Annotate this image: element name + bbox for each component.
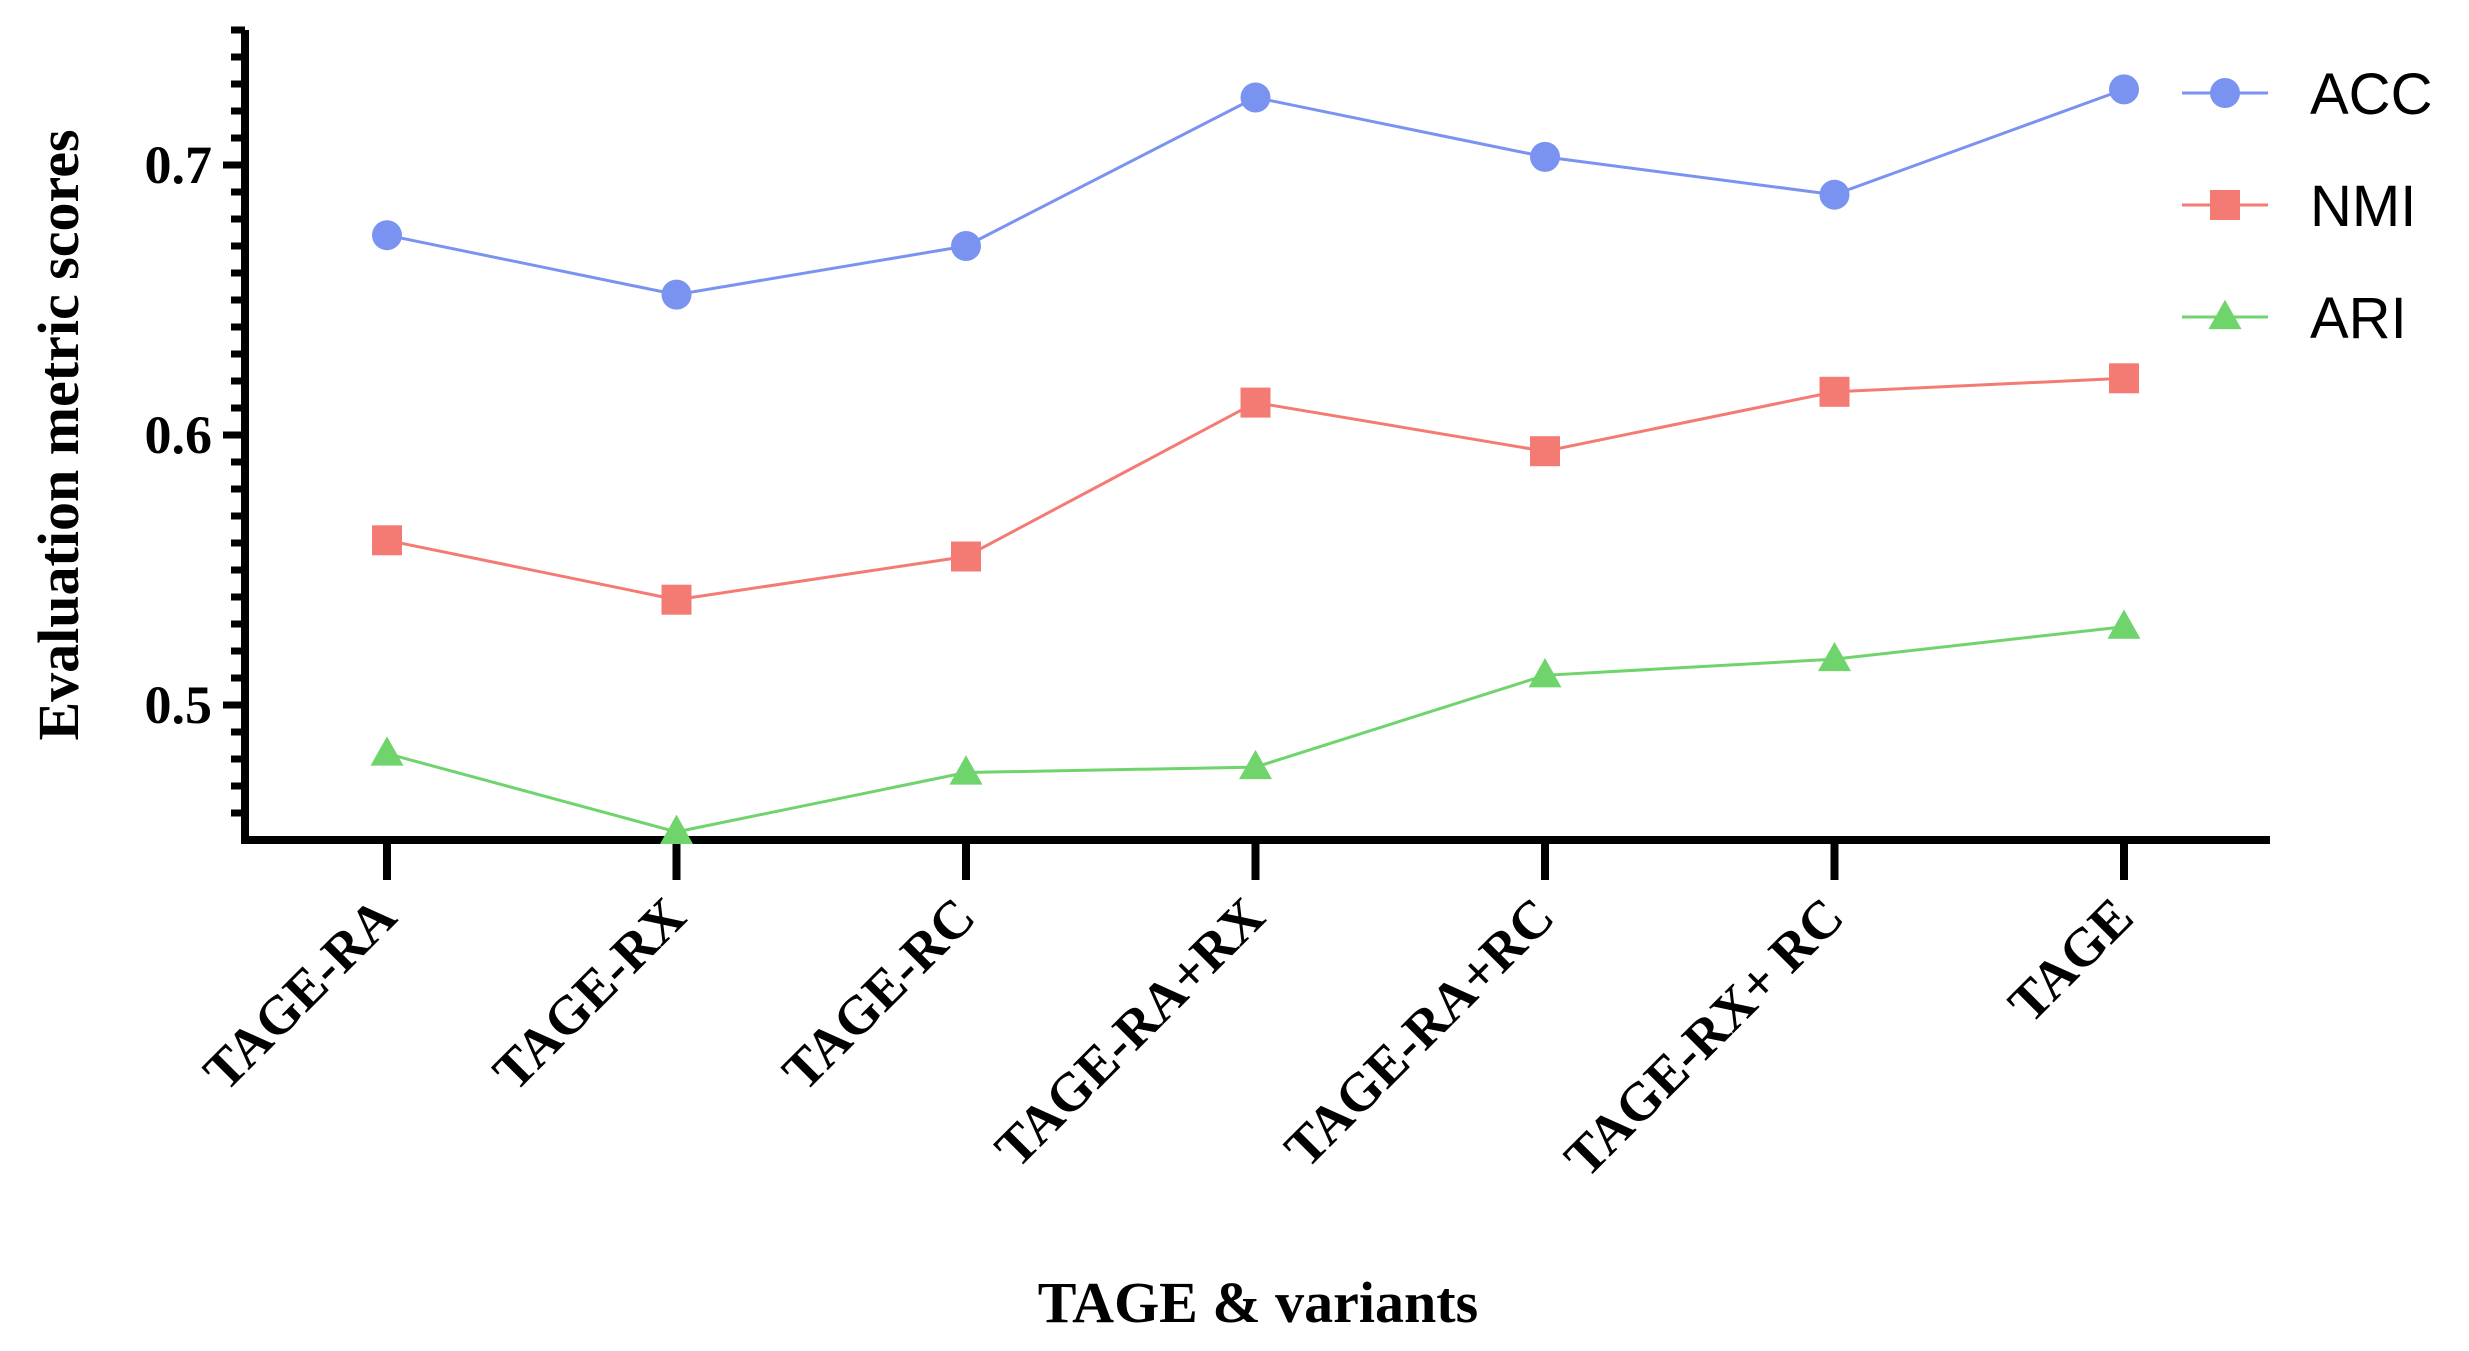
data-point-nmi: [2109, 363, 2139, 394]
data-point-nmi: [661, 584, 692, 615]
series-acc: [372, 74, 2139, 310]
x-tick-label: TAGE-RX: [481, 886, 697, 1102]
legend-marker-acc: [2210, 78, 2240, 108]
y-axis-title: Evaluation metric scores: [26, 129, 91, 740]
data-point-nmi: [1240, 387, 1271, 418]
data-point-acc: [2109, 74, 2139, 105]
x-tick-label: TAGE-RX+ RC: [1553, 886, 1855, 1188]
axes: 0.50.60.7 TAGE-RA TAGE-RX TAGE-RCTAGE-RA+R…: [145, 26, 2270, 1188]
y-ticks: 0.5 0.6 0.7: [145, 26, 245, 817]
x-tick-label: TAGE-RA+RX: [983, 886, 1276, 1179]
y-tick-label: 0.6: [145, 405, 213, 465]
x-tick-label: TAGE-RC: [771, 886, 987, 1102]
y-tick-label: 0.7: [145, 135, 213, 195]
legend-label-ari: ARI: [2310, 286, 2407, 351]
x-tick-label: TAGE-RA+RC: [1273, 886, 1566, 1179]
data-point-ari: [1239, 749, 1272, 780]
x-ticks: TAGE-RA TAGE-RX TAGE-RCTAGE-RA+RXTAGE-RA+R…: [192, 840, 2145, 1188]
data-point-acc: [1240, 82, 1271, 113]
data-point-acc: [951, 231, 981, 261]
data-point-ari: [1528, 658, 1562, 688]
series-line-ari: [386, 625, 2125, 834]
series-line-acc: [386, 87, 2125, 297]
legend: ACC NMI ARI: [2182, 62, 2432, 351]
data-point-ari: [2107, 609, 2141, 639]
data-point-acc: [661, 279, 692, 310]
legend-marker-nmi: [2210, 190, 2240, 220]
legend-marker-ari: [2208, 299, 2242, 330]
legend-label-nmi: NMI: [2310, 174, 2416, 239]
data-point-ari: [949, 755, 983, 785]
x-axis-title: TAGE & variants: [1038, 1270, 1478, 1335]
series-layer: [370, 74, 2141, 844]
data-point-nmi: [1819, 376, 1850, 407]
y-tick-label: 0.5: [145, 675, 213, 735]
data-point-nmi: [372, 525, 402, 556]
data-point-nmi: [1530, 436, 1560, 467]
data-point-ari: [1818, 641, 1851, 672]
data-point-acc: [1530, 141, 1560, 172]
data-point-acc: [372, 220, 402, 251]
data-point-nmi: [951, 541, 981, 572]
data-point-acc: [1819, 179, 1850, 210]
series-nmi: [372, 363, 2139, 615]
x-tick-label: TAGE: [1997, 886, 2145, 1034]
series-ari: [370, 609, 2141, 844]
legend-label-acc: ACC: [2310, 62, 2432, 127]
data-point-ari: [660, 814, 693, 844]
data-point-ari: [370, 736, 404, 766]
x-tick-label: TAGE-RA: [192, 886, 408, 1102]
